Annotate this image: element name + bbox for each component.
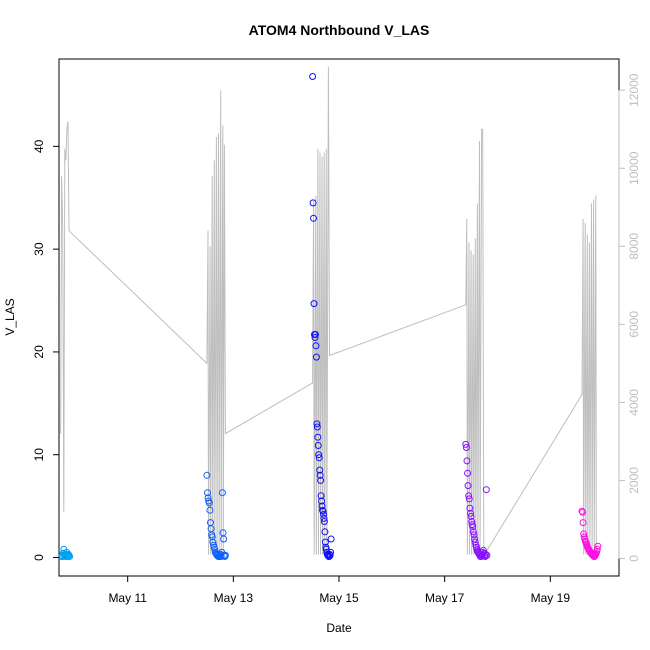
data-point (464, 469, 472, 477)
data-point (321, 528, 329, 536)
data-point (316, 466, 324, 474)
data-point (316, 471, 324, 479)
data-point (218, 489, 226, 497)
data-point (463, 457, 471, 465)
data-point (482, 550, 490, 558)
data-point (312, 342, 320, 350)
scatter-points-layer (58, 73, 602, 560)
x-tick-label: May 15 (319, 591, 359, 605)
y-tick-label: 20 (32, 345, 46, 359)
data-point (319, 507, 327, 515)
data-point (466, 504, 474, 512)
chart-title: ATOM4 Northbound V_LAS (249, 22, 430, 38)
data-point (205, 499, 213, 507)
data-point (320, 514, 328, 522)
data-point (467, 509, 474, 517)
data-point (467, 512, 475, 520)
secondary-line-layer (60, 66, 597, 555)
y2-tick-label: 10000 (627, 151, 641, 185)
data-point (321, 538, 329, 546)
data-point (482, 486, 490, 494)
x-axis: May 11 May 13 May 15 May 17 May 19 (108, 576, 570, 605)
x-tick-label: May 17 (425, 591, 465, 605)
data-point (462, 440, 470, 448)
data-point (221, 551, 229, 559)
data-point (327, 548, 335, 556)
secondary-series-line (60, 66, 597, 555)
data-point (462, 444, 470, 451)
data-point (468, 518, 476, 525)
data-point (313, 423, 321, 431)
data-point (327, 535, 335, 543)
data-point (483, 551, 491, 559)
data-point (314, 442, 322, 449)
x-tick-label: May 11 (108, 591, 147, 605)
data-point (310, 214, 317, 222)
data-point (204, 489, 211, 497)
data-point (464, 482, 472, 490)
y-tick-label: 0 (32, 554, 46, 561)
y2-tick-label: 4000 (627, 389, 641, 416)
data-point (315, 454, 323, 462)
y-axis: 0 10 20 30 40 (32, 139, 59, 561)
data-point (320, 510, 327, 518)
data-point (579, 508, 587, 516)
y-axis-label: V_LAS (3, 298, 17, 335)
y2-tick-label: 2000 (627, 467, 641, 494)
x-axis-label: Date (326, 621, 352, 635)
data-point (465, 495, 473, 503)
y-tick-label: 10 (32, 448, 46, 462)
data-point (309, 199, 317, 207)
data-point (309, 73, 317, 80)
data-point (206, 506, 214, 514)
data-point (580, 530, 588, 538)
plot-area-frame (58, 58, 620, 577)
data-point (320, 518, 328, 525)
y2-tick-label: 6000 (627, 311, 641, 338)
y2-tick-label: 8000 (627, 233, 641, 260)
data-point (471, 538, 479, 546)
y2-tick-label: 12000 (627, 73, 641, 107)
data-point (469, 523, 477, 531)
data-point (318, 497, 326, 505)
data-point (203, 471, 211, 479)
data-point (311, 331, 319, 338)
x-tick-label: May 19 (531, 591, 571, 605)
data-point (66, 553, 74, 560)
data-point (579, 519, 587, 527)
data-point (317, 476, 325, 484)
data-point (310, 300, 318, 308)
data-point (317, 492, 325, 500)
data-point (313, 420, 321, 428)
y2-tick-label: 0 (627, 555, 641, 562)
data-point (312, 353, 320, 361)
x-tick-label: May 13 (214, 591, 254, 605)
data-point (315, 451, 323, 459)
data-point (209, 538, 217, 546)
data-point (465, 492, 473, 500)
data-point (594, 542, 602, 550)
data-point (217, 553, 225, 560)
data-point (314, 433, 322, 441)
data-point (220, 535, 228, 543)
data-point (470, 531, 478, 539)
data-point (469, 528, 477, 536)
data-point (204, 494, 212, 502)
data-point (208, 533, 216, 541)
data-point (326, 551, 334, 559)
data-point (318, 502, 326, 510)
y-tick-label: 30 (32, 242, 46, 256)
data-point (593, 545, 601, 553)
data-point (311, 334, 319, 341)
secondary-y-axis: 0 2000 4000 6000 8000 10000 12000 (618, 73, 641, 562)
y-tick-label: 40 (32, 139, 46, 153)
